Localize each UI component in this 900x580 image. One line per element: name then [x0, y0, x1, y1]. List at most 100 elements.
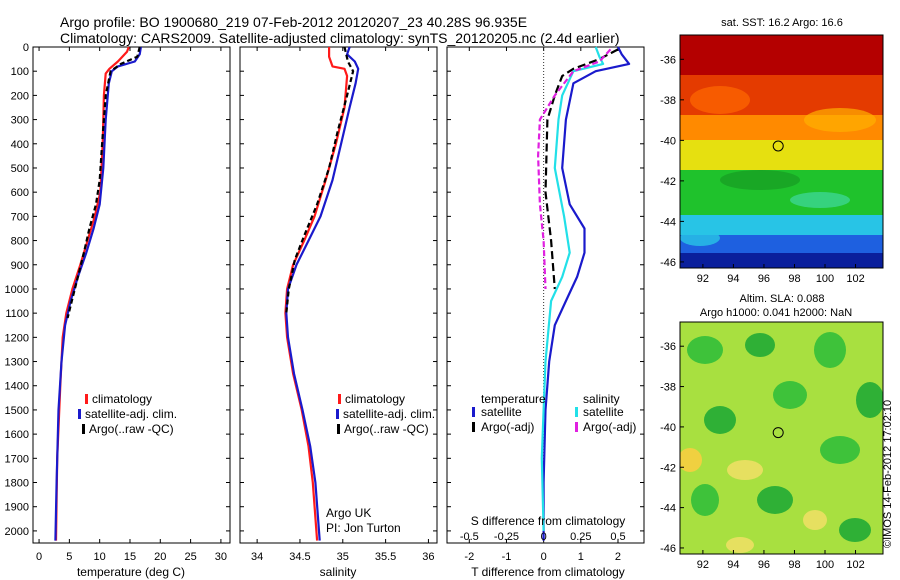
sla-patch	[727, 460, 763, 480]
series-line	[66, 46, 141, 319]
depth-tick-label: 1700	[5, 453, 29, 465]
depth-tick-label: 700	[11, 211, 29, 223]
x-tick-label: 34	[251, 551, 263, 563]
salinity-plot-frame	[239, 46, 438, 544]
salinity-profiles	[284, 46, 360, 541]
x-tick-label: 25	[184, 551, 196, 563]
s-diff-tick-label: -0.5	[460, 531, 479, 543]
depth-tick-label: 1500	[5, 405, 29, 417]
s-diff-tick-label: 0.5	[610, 531, 625, 543]
x-tick-label: -1	[502, 551, 512, 563]
difference-plot-frame	[446, 46, 645, 544]
sst-band-cyan	[680, 215, 883, 235]
s-diff-tick-label: 0.25	[570, 531, 591, 543]
s-diff-tick-label: -0.25	[494, 531, 519, 543]
legend-swatch-argo	[82, 424, 85, 434]
depth-tick-label: 200	[11, 90, 29, 102]
depth-tick-label: 1100	[5, 308, 29, 320]
temperature-x-axis: 0 5 10 15 20 25 30	[36, 46, 230, 563]
depth-tick-label: 1900	[5, 502, 29, 514]
sst-argo-marker	[772, 140, 784, 152]
depth-tick-label: 1000	[5, 284, 29, 296]
difference-x-axis: -2 -1 0 1 2	[447, 46, 644, 563]
credit-line2: PI: Jon Turton	[326, 521, 401, 535]
legend-swatch-climatology	[85, 394, 88, 404]
map-x-tick-label: 94	[727, 559, 739, 571]
legend-label-t-argo: Argo(-adj)	[481, 420, 534, 434]
map-y-tick-label: -36	[660, 341, 676, 353]
series-line	[540, 46, 605, 531]
depth-tick-label: 500	[11, 163, 29, 175]
series-line	[536, 48, 612, 290]
sla-patch	[820, 436, 860, 464]
x-tick-label: 34.5	[289, 551, 310, 563]
difference-profiles	[536, 46, 631, 541]
sst-map: sat. SST: 16.2 Argo: 16.6 92 94 96 98 100 102…	[660, 17, 884, 285]
figure-title-line2: Climatology: CARS2009. Satellite-adjuste…	[60, 30, 620, 46]
sla-patch	[803, 510, 827, 530]
sla-patch	[814, 332, 846, 368]
depth-tick-label: 400	[11, 139, 29, 151]
x-tick-label: 15	[124, 551, 136, 563]
map-x-tick-label: 102	[846, 273, 864, 285]
sla-argo-marker	[772, 427, 784, 439]
legend-label-satellite: satellite-adj. clim.	[85, 407, 177, 421]
series-line	[285, 46, 355, 314]
map-x-tick-label: 96	[758, 559, 770, 571]
temperature-x-label: temperature (deg C)	[77, 565, 185, 579]
sst-map-axes: 92 94 96 98 100 102 -36 -38 -40 -42 -44 -46	[660, 54, 865, 285]
sst-patch	[804, 108, 876, 132]
sst-band-red	[680, 35, 883, 75]
x-tick-label: 10	[94, 551, 106, 563]
sst-band-yellow	[680, 140, 883, 170]
depth-tick-label: 1300	[5, 357, 29, 369]
x-tick-label: 36	[422, 551, 434, 563]
sla-map-frame	[679, 321, 884, 555]
depth-tick-label: 1800	[5, 478, 29, 490]
legend-label-climatology: climatology	[92, 392, 152, 406]
x-tick-label: 2	[615, 551, 621, 563]
difference-panel: -2 -1 0 1 2 S difference from climatology -0…	[446, 46, 645, 579]
legend-swatch-argo	[337, 424, 340, 434]
t-diff-x-label: T difference from climatology	[471, 565, 625, 579]
map-y-tick-label: -38	[660, 95, 676, 107]
legend-swatch-satellite	[336, 409, 339, 419]
depth-tick-label: 300	[11, 115, 29, 127]
map-y-tick-label: -40	[660, 422, 676, 434]
series-line	[285, 46, 360, 541]
map-y-tick-label: -42	[660, 462, 676, 474]
salinity-x-label: salinity	[320, 565, 357, 579]
sla-patch	[757, 486, 793, 514]
legend-title-salinity: salinity	[583, 392, 620, 406]
temperature-plot-frame	[32, 46, 231, 544]
depth-tick-label: 800	[11, 236, 29, 248]
sla-heatmap	[680, 322, 883, 554]
figure-title-line1: Argo profile: BO 1900680_219 07-Feb-2012…	[60, 14, 527, 30]
salinity-panel: 34 34.5 35 35.5 36 salinity climatology sate…	[239, 46, 438, 579]
legend-title-temperature: temperature	[481, 392, 546, 406]
s-diff-axis: -0.5 -0.25 0 0.25 0.5	[460, 531, 626, 543]
map-x-tick-label: 92	[697, 273, 709, 285]
s-diff-tick-label: 0	[541, 531, 547, 543]
depth-tick-label: 2000	[5, 526, 29, 538]
sla-map-title-line2: Argo h1000: 0.041 h2000: NaN	[700, 307, 852, 319]
legend-swatch-t-satellite	[472, 407, 475, 417]
x-tick-label: 1	[578, 551, 584, 563]
series-line	[54, 46, 142, 541]
map-y-tick-label: -36	[660, 54, 676, 66]
map-y-tick-label: -46	[660, 257, 676, 269]
legend-swatch-climatology	[338, 394, 341, 404]
map-y-tick-label: -40	[660, 135, 676, 147]
x-tick-label: 20	[154, 551, 166, 563]
legend-label-t-satellite: satellite	[481, 405, 522, 419]
map-x-tick-label: 102	[846, 559, 864, 571]
map-y-tick-label: -44	[660, 216, 676, 228]
map-y-tick-label: -38	[660, 382, 676, 394]
legend-swatch-s-argo	[575, 422, 578, 432]
temperature-panel: 0100200300400500600700800900100011001200…	[5, 42, 231, 579]
map-x-tick-label: 98	[788, 559, 800, 571]
salinity-x-axis: 34 34.5 35 35.5 36	[240, 46, 437, 563]
temperature-profiles	[54, 46, 142, 541]
sla-patch	[680, 448, 702, 472]
depth-tick-label: 0	[23, 42, 29, 54]
